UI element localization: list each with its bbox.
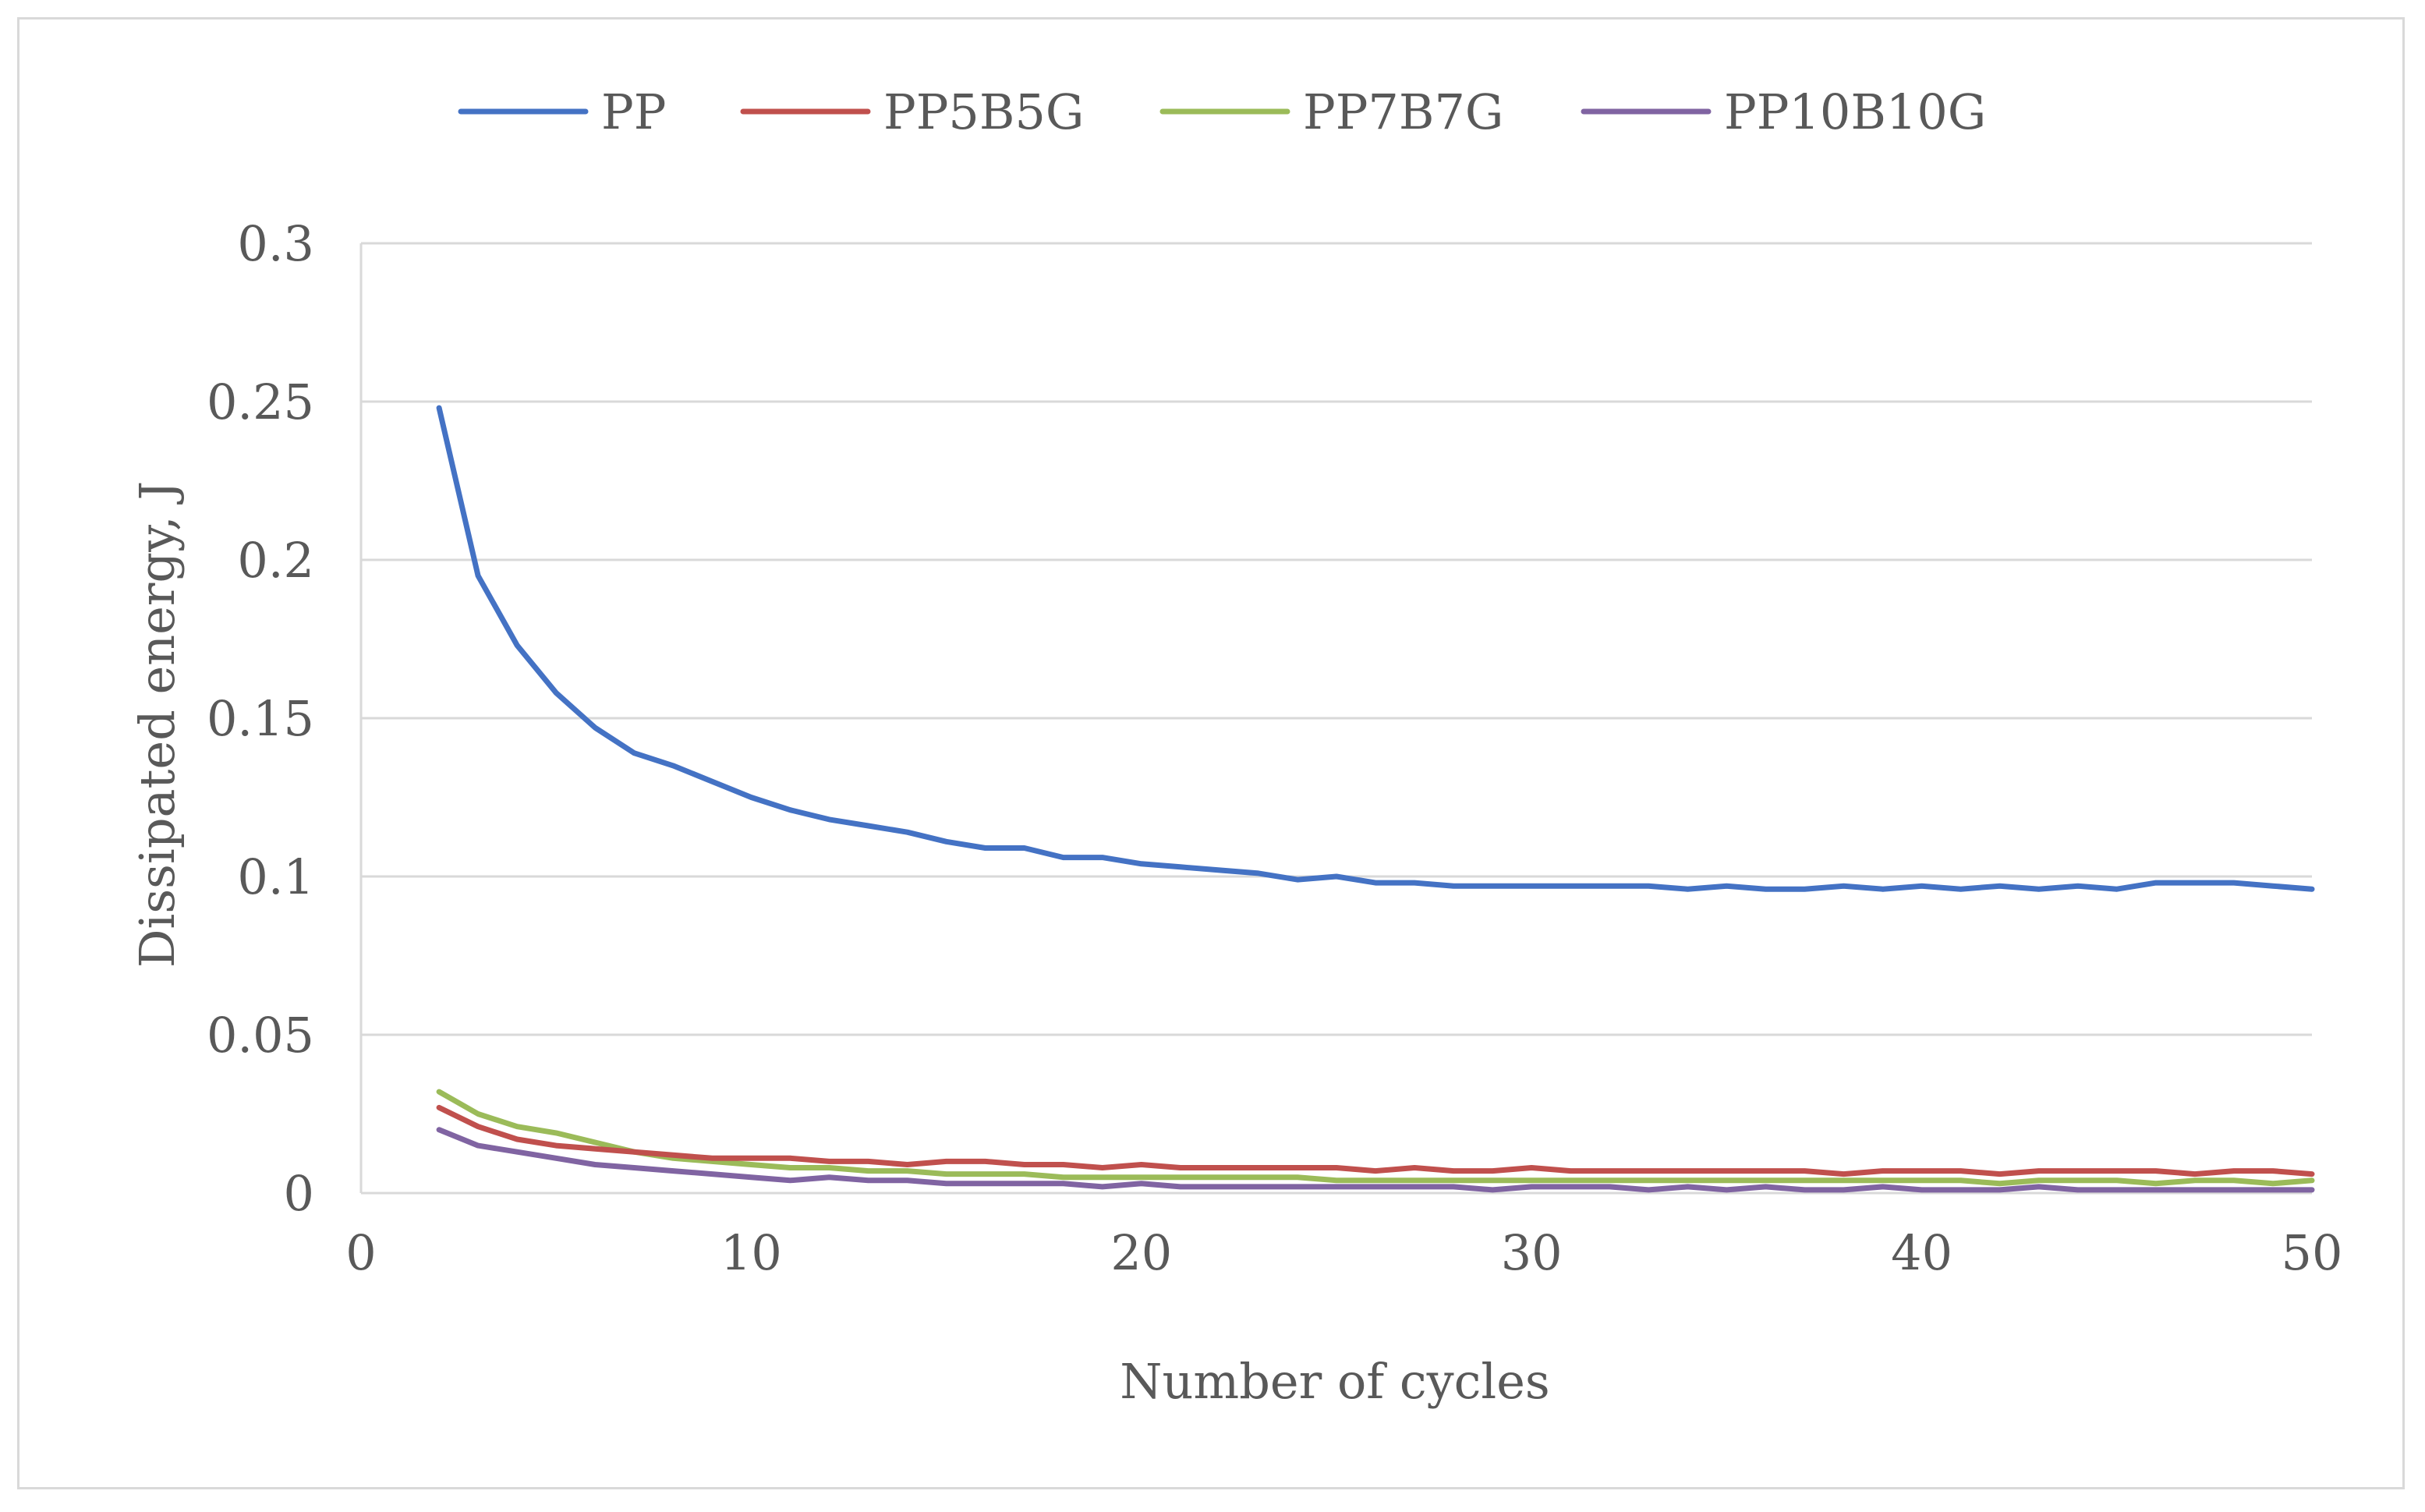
series-line-pp [436,405,2315,892]
x-tick-label: 50 [2282,1224,2343,1281]
y-tick-label: 0.25 [207,374,314,430]
series-line-pp5b5g [436,1104,2315,1177]
chart-frame: 0 0.05 0.1 0.15 0.2 0.25 0.3 0 10 20 30 40 50 PP PP5B… [17,17,2405,1489]
x-tick-label: 20 [1110,1224,1172,1281]
legend: PP PP5B5G PP7B7G PP10B10G [458,83,1986,140]
x-axis-title: Number of cycles [1120,1353,1550,1410]
x-tick-label: 10 [720,1224,782,1281]
x-tick-label: 0 [345,1224,376,1281]
legend-label-pp10b10g: PP10B10G [1724,83,1986,140]
axis-layer: 0 0.05 0.1 0.15 0.2 0.25 0.3 0 10 20 30 40 50 [207,215,2343,1281]
y-tick-label: 0 [284,1165,314,1222]
x-tick-label: 30 [1501,1224,1563,1281]
legend-label-pp5b5g: PP5B5G [883,83,1084,140]
x-tick-label: 40 [1891,1224,1952,1281]
legend-label-pp7b7g: PP7B7G [1303,83,1503,140]
legend-label-pp: PP [601,83,666,140]
y-axis-title: Dissipated energy, J [129,481,186,968]
series-line-pp10b10g [436,1127,2315,1193]
line-chart: 0 0.05 0.1 0.15 0.2 0.25 0.3 0 10 20 30 40 50 PP PP5B… [129,83,2343,1410]
grid-layer [361,242,2312,1036]
y-tick-label: 0.15 [207,690,314,747]
y-tick-label: 0.1 [237,848,314,905]
y-tick-label: 0.2 [237,532,314,589]
y-tick-label: 0.05 [207,1007,314,1064]
series-layer [436,405,2315,1193]
y-tick-label: 0.3 [237,215,314,272]
series-line-pp7b7g [436,1089,2315,1187]
